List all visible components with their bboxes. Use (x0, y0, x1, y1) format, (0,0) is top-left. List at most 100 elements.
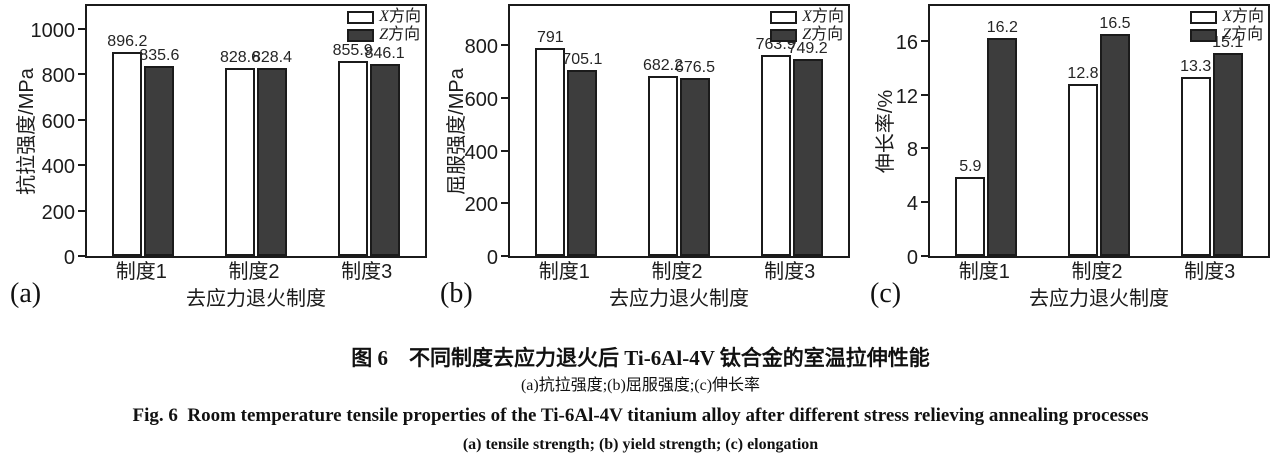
legend-item: X方向 (1190, 9, 1264, 25)
bar-x-group2 (225, 67, 255, 256)
legend-label: Z方向 (1222, 26, 1264, 43)
legend-label: Z方向 (802, 26, 844, 43)
charts-row: 抗拉强度/MPa 0 200 400 600 800 1000 896.2 835.6 828… (0, 0, 1281, 330)
bar-value-label: 828.6 (219, 48, 261, 66)
bar-z-group1 (144, 66, 175, 256)
bar-value-label: 15.1 (1212, 34, 1244, 52)
bar-z-group2 (680, 77, 710, 256)
chart-panel-c: 伸长率/% 0 4 8 12 16 5.9 16.2 12.8 16.5 13.3 15.1 X方向… (860, 0, 1281, 330)
bar-z-group3 (369, 63, 400, 256)
bar-x-group1 (955, 176, 986, 256)
y-tick-mark (501, 255, 508, 257)
x-category-label: 制度3 (341, 261, 393, 283)
legend: X方向 Z方向 (1190, 9, 1264, 43)
bar-z-group1 (567, 70, 598, 256)
bar-z-group1 (987, 38, 1018, 256)
x-axis-categories: 制度1 制度2 制度3 (508, 261, 850, 285)
legend-swatch (1190, 28, 1218, 42)
x-category-label: 制度3 (1184, 261, 1236, 283)
y-tick-mark (78, 209, 85, 212)
plot-area: 896.2 835.6 828.6 828.4 855.9 846.1 X方向 Z方向 (78, 4, 427, 258)
x-axis-title: 去应力退火制度 (1029, 288, 1169, 310)
panel-letter-a: (a) (10, 278, 42, 309)
legend-swatch (347, 28, 375, 42)
y-tick-mark (921, 147, 928, 150)
bar-value-label: 676.5 (674, 58, 716, 76)
legend-swatch (770, 28, 798, 42)
y-tick-label: 1000 (30, 19, 76, 42)
bar-z-group2 (257, 67, 287, 256)
bar-x-group1 (535, 47, 566, 256)
x-axis-title: 去应力退火制度 (609, 288, 749, 310)
bar-value-label: 12.8 (1067, 64, 1099, 82)
bar-x-group3 (337, 61, 368, 256)
caption-title-zh: 图 6 不同制度去应力退火后 Ti-6Al-4V 钛合金的室温拉伸性能 (351, 346, 930, 370)
legend-item: X方向 (347, 9, 421, 25)
bar-value-label: 749.2 (787, 39, 828, 57)
y-tick-label: 0 (906, 247, 918, 269)
y-tick-label: 200 (41, 201, 75, 224)
bar-z-group3 (792, 58, 823, 256)
y-tick-label: 0 (63, 247, 75, 269)
legend-label: X方向 (802, 8, 844, 25)
y-tick-label: 800 (41, 65, 75, 88)
y-tick-label: 600 (464, 89, 498, 112)
y-tick-mark (78, 27, 85, 30)
x-category-label: 制度2 (651, 261, 703, 283)
bar-x-group2 (648, 76, 678, 256)
x-category-label: 制度1 (115, 261, 167, 283)
y-axis-ticks: 0 200 400 600 800 1000 (0, 4, 76, 268)
y-tick-label: 12 (895, 85, 918, 108)
y-tick-mark (78, 164, 85, 167)
chart-panel-b: 屈服强度/MPa 0 200 400 600 800 791 705.1 682.2 676.… (430, 0, 860, 330)
x-category-label: 制度1 (538, 261, 590, 283)
y-axis-ticks: 0 200 400 600 800 (430, 4, 498, 268)
bar-value-label: 13.3 (1180, 58, 1212, 76)
y-tick-label: 800 (464, 36, 498, 59)
caption-subtitle-en: (a) tensile strength; (b) yield strength… (462, 436, 819, 453)
legend-item: X方向 (770, 9, 844, 25)
bar-value-label: 16.2 (986, 19, 1018, 37)
bar-value-label: 705.1 (562, 51, 603, 69)
panel-letter-b: (b) (440, 278, 473, 309)
figure-caption: 图 6 不同制度去应力退火后 Ti-6Al-4V 钛合金的室温拉伸性能 (a)抗… (0, 330, 1281, 458)
y-tick-label: 400 (464, 141, 498, 164)
x-category-label: 制度2 (1071, 261, 1123, 283)
y-tick-label: 16 (895, 31, 918, 54)
y-tick-mark (501, 44, 508, 47)
bar-x-group3 (760, 54, 791, 256)
plot-area: 5.9 16.2 12.8 16.5 13.3 15.1 X方向 Z方向 (921, 4, 1270, 258)
y-tick-label: 4 (906, 193, 918, 216)
bar-x-group1 (112, 52, 143, 256)
panel-letter-c: (c) (870, 278, 902, 309)
legend-swatch (770, 10, 798, 24)
y-tick-mark (921, 201, 928, 204)
y-tick-mark (501, 202, 508, 205)
x-category-label: 制度2 (228, 261, 280, 283)
y-tick-mark (501, 97, 508, 100)
bar-x-group2 (1068, 83, 1098, 256)
bar-value-label: 846.1 (364, 44, 405, 62)
y-axis-ticks: 0 4 8 12 16 (860, 4, 918, 268)
y-tick-label: 600 (41, 110, 75, 133)
y-tick-mark (501, 149, 508, 152)
bar-value-label: 682.2 (642, 57, 684, 75)
x-category-label: 制度1 (958, 261, 1010, 283)
bar-value-label: 855.9 (332, 42, 373, 60)
x-category-label: 制度3 (764, 261, 816, 283)
y-tick-mark (921, 39, 928, 42)
legend-label: X方向 (379, 8, 421, 25)
bar-value-label: 16.5 (1099, 15, 1131, 33)
caption-subtitle-zh: (a)抗拉强度;(b)屈服强度;(c)伸长率 (520, 377, 761, 394)
legend: X方向 Z方向 (347, 9, 421, 43)
legend-label: Z方向 (379, 26, 421, 43)
x-axis-categories: 制度1 制度2 制度3 (85, 261, 427, 285)
caption-title-en: Fig. 6 Room temperature tensile properti… (132, 405, 1149, 426)
bar-z-group3 (1212, 53, 1243, 256)
legend-item: Z方向 (770, 27, 844, 43)
legend-swatch (1190, 10, 1218, 24)
y-tick-mark (78, 73, 85, 76)
y-tick-mark (921, 255, 928, 257)
y-tick-label: 0 (486, 247, 498, 269)
